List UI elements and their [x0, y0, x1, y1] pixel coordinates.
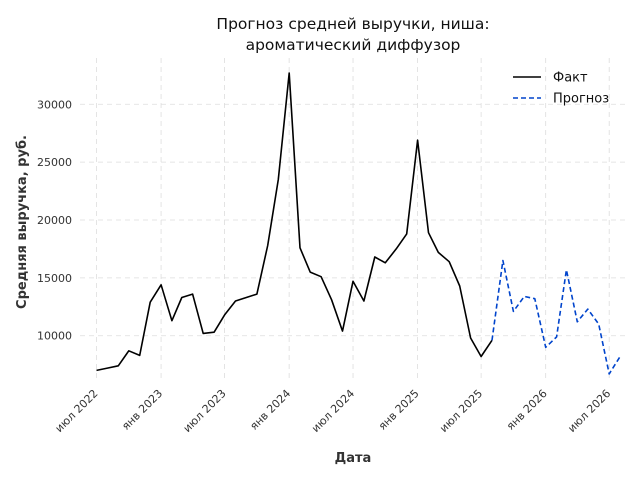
x-tick-label: янв 2023	[119, 387, 165, 433]
x-tick-label: янв 2025	[376, 387, 422, 433]
x-tick-label: янв 2026	[504, 387, 550, 433]
chart-title-line-2: ароматический диффузор	[246, 36, 461, 54]
chart-title-line-1: Прогноз средней выручки, ниша:	[216, 15, 489, 33]
y-tick-label: 25000	[37, 156, 72, 169]
legend-label-forecast: Прогноз	[553, 92, 609, 107]
series-lines	[96, 72, 621, 375]
y-tick-label: 15000	[37, 272, 72, 285]
y-tick-label: 30000	[37, 98, 72, 111]
x-axis-label: Дата	[335, 451, 372, 466]
x-tick-label: июл 2023	[181, 387, 229, 435]
x-tick-label: июл 2026	[565, 387, 613, 435]
legend-label-fact: Факт	[553, 71, 588, 86]
legend: Факт Прогноз	[513, 71, 609, 107]
x-tick-labels: июл 2022 янв 2023 июл 2023 янв 2024 июл 2024…	[53, 387, 614, 435]
y-axis-label: Средняя выручка, руб.	[15, 135, 30, 309]
series-line-forecast	[491, 259, 621, 375]
y-tick-label: 10000	[37, 330, 72, 343]
y-tick-labels: 10000 15000 20000 25000 30000	[37, 98, 72, 342]
series-line-fact	[96, 72, 493, 372]
y-tick-label: 20000	[37, 214, 72, 227]
x-tick-label: июл 2022	[53, 387, 101, 435]
x-tick-label: янв 2024	[247, 387, 293, 433]
x-tick-label: июл 2024	[309, 387, 357, 435]
grid-lines	[80, 58, 625, 382]
x-tick-label: июл 2025	[437, 387, 485, 435]
